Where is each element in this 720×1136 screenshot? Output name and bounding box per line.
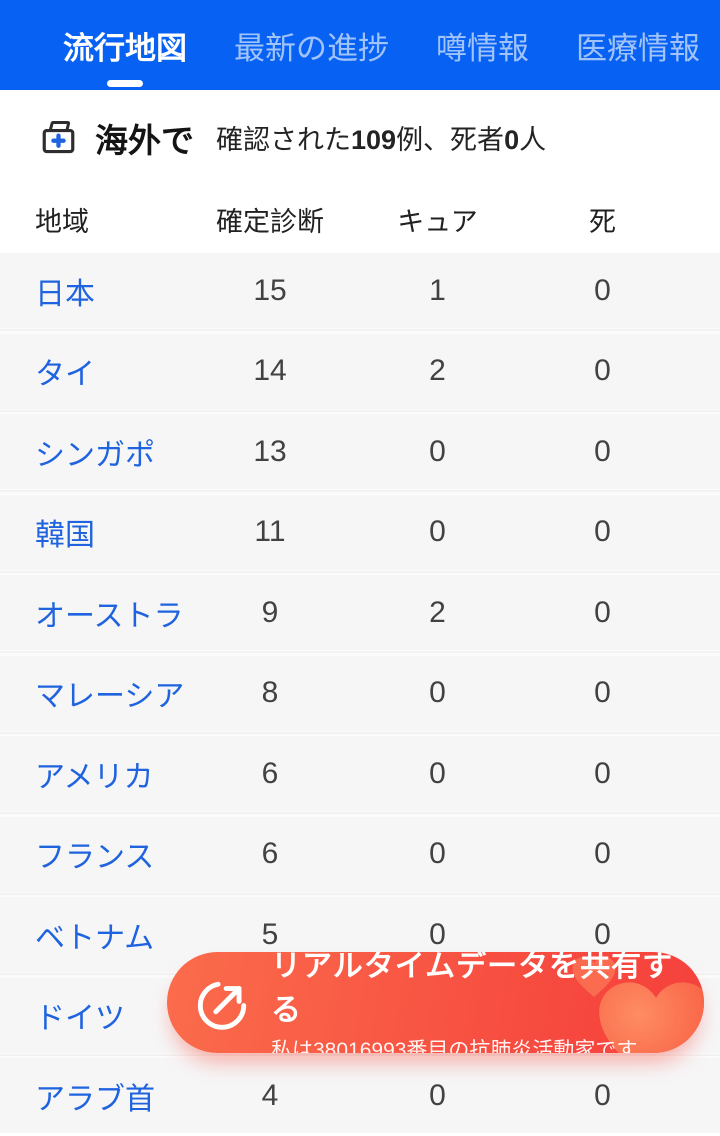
- table-row[interactable]: オーストラ 9 2 0: [0, 575, 720, 650]
- tab-label: 医療情報: [576, 30, 700, 66]
- cured-cell: 0: [429, 434, 446, 468]
- table-row[interactable]: アラブ首 4 0 0: [0, 1058, 720, 1133]
- active-tab-indicator: [107, 80, 143, 87]
- share-banner-button[interactable]: リアルタイムデータを共有する 私は38016993番目の抗肺炎活動家です: [167, 952, 704, 1053]
- share-circle-arrow-icon: [197, 980, 247, 1030]
- confirmed-cell: 14: [253, 354, 287, 387]
- row-divider: [0, 811, 720, 817]
- column-header-region: 地域: [35, 206, 89, 237]
- table-row[interactable]: タイ 14 2 0: [0, 333, 720, 409]
- region-link[interactable]: 韓国: [35, 519, 95, 552]
- dead-cell: 0: [594, 837, 611, 870]
- table-row[interactable]: 韓国 11 0 0: [0, 494, 720, 570]
- cured-cell: 0: [429, 676, 446, 709]
- region-link[interactable]: フランス: [35, 841, 155, 874]
- tab-label: 噂情報: [436, 30, 529, 66]
- row-divider: [0, 489, 720, 495]
- region-link[interactable]: シンガポ: [35, 438, 155, 472]
- region-link[interactable]: タイ: [35, 358, 95, 391]
- tab-latest-progress[interactable]: 最新の進捗: [234, 0, 389, 90]
- summary-desc-middle: 例、死者: [396, 125, 505, 155]
- confirmed-cell: 6: [261, 756, 279, 790]
- cured-cell: 0: [429, 917, 446, 951]
- table-body: 日本 15 1 0 タイ 14 2 0 シンガポ 13 0 0 韓国 11 0 0 オーストラ 9 2 0 マレーシア 8…: [0, 253, 720, 1133]
- confirmed-cell: 5: [261, 917, 279, 951]
- column-header-cured: キュア: [397, 206, 478, 237]
- dead-cell: 0: [594, 434, 611, 468]
- cured-cell: 0: [429, 515, 446, 548]
- dead-cell: 0: [594, 1078, 611, 1112]
- cured-cell: 0: [429, 837, 446, 870]
- table-row[interactable]: 日本 15 1 0: [0, 253, 720, 328]
- row-divider: [0, 408, 720, 414]
- dead-cell: 0: [594, 273, 611, 307]
- share-banner-subtitle: 私は38016993番目の抗肺炎活動家です: [271, 1039, 638, 1053]
- table-row[interactable]: アメリカ 6 0 0: [0, 736, 720, 811]
- region-link[interactable]: アラブ首: [35, 1082, 155, 1116]
- cured-cell: 2: [429, 354, 446, 387]
- summary-desc-prefix: 確認された: [216, 125, 351, 155]
- summary-confirmed-total: 109: [351, 125, 397, 155]
- row-divider: [0, 730, 720, 736]
- tab-rumor-info[interactable]: 噂情報: [436, 0, 529, 90]
- confirmed-cell: 8: [261, 676, 279, 709]
- confirmed-cell: 11: [254, 515, 286, 548]
- table-row[interactable]: フランス 6 0 0: [0, 816, 720, 892]
- row-divider: [0, 1052, 720, 1058]
- archive-plus-icon: [42, 121, 75, 154]
- confirmed-cell: 4: [261, 1078, 279, 1112]
- top-tab-bar: 流行地図 最新の進捗 噂情報 医療情報: [0, 0, 720, 90]
- summary-title: 海外で: [95, 121, 194, 159]
- summary-description: 確認された109例、死者0人: [216, 118, 546, 157]
- confirmed-cell: 9: [261, 595, 279, 629]
- heart-icon: [599, 982, 704, 1053]
- table-row[interactable]: シンガポ 13 0 0: [0, 414, 720, 489]
- tab-label: 最新の進捗: [234, 30, 389, 66]
- region-link[interactable]: アメリカ: [35, 760, 154, 794]
- share-banner-title: リアルタイムデータを共有する: [271, 952, 674, 1027]
- table-row[interactable]: マレーシア 8 0 0: [0, 655, 720, 731]
- confirmed-cell: 6: [261, 837, 279, 870]
- column-header-dead: 死: [589, 206, 616, 237]
- dead-cell: 0: [594, 676, 611, 709]
- row-divider: [0, 328, 720, 334]
- tab-label: 流行地図: [63, 30, 187, 66]
- region-link[interactable]: ドイツ: [35, 1002, 125, 1035]
- dead-cell: 0: [594, 515, 611, 548]
- dead-cell: 0: [594, 595, 611, 629]
- region-link[interactable]: マレーシア: [35, 680, 185, 713]
- dead-cell: 0: [594, 917, 611, 951]
- summary-death-total: 0: [504, 125, 520, 155]
- region-link[interactable]: オーストラ: [35, 599, 184, 633]
- cured-cell: 0: [429, 756, 446, 790]
- region-link[interactable]: 日本: [35, 277, 95, 311]
- column-header-confirmed: 確定診断: [216, 206, 324, 237]
- dead-cell: 0: [594, 756, 611, 790]
- tab-medical-info[interactable]: 医療情報: [576, 0, 700, 90]
- row-divider: [0, 650, 720, 656]
- summary-desc-suffix: 人: [519, 125, 547, 155]
- cured-cell: 0: [429, 1078, 446, 1112]
- cured-cell: 1: [429, 273, 446, 307]
- cured-cell: 2: [429, 595, 446, 629]
- confirmed-cell: 15: [253, 273, 287, 307]
- table-header: 地域 確定診断 キュア 死: [0, 185, 720, 253]
- overseas-summary: 海外で 確認された109例、死者0人: [0, 90, 720, 185]
- dead-cell: 0: [594, 354, 611, 387]
- row-divider: [0, 569, 720, 575]
- region-link[interactable]: ベトナム: [35, 921, 155, 955]
- row-divider: [0, 891, 720, 897]
- confirmed-cell: 13: [253, 434, 287, 468]
- heart-icon: [572, 956, 616, 997]
- tab-epidemic-map[interactable]: 流行地図: [63, 0, 187, 90]
